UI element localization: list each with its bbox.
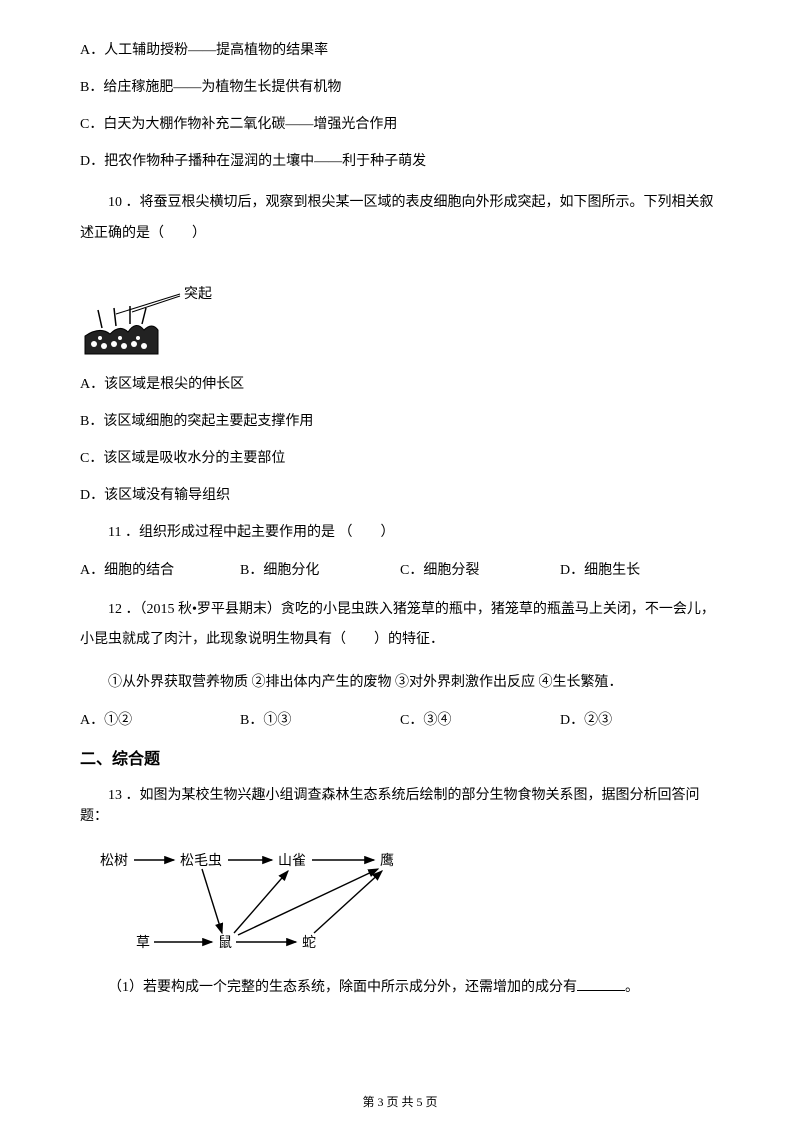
q13-stem: 13 ．如图为某校生物兴趣小组调查森林生态系统后绘制的部分生物食物关系图，据图分… xyxy=(80,785,720,827)
option-a-pre: A．人工辅助授粉——提高植物的结果率 xyxy=(80,40,720,61)
option-c-pre: C．白天为大棚作物补充二氧化碳——增强光合作用 xyxy=(80,114,720,135)
q10-a: A．该区域是根尖的伸长区 xyxy=(80,374,720,395)
q11-b: B．细胞分化 xyxy=(240,559,400,579)
q12-options: A．①② B．①③ C．③④ D．②③ xyxy=(80,709,720,729)
q11-a: A．细胞的结合 xyxy=(80,559,240,579)
page-content: A．人工辅助授粉——提高植物的结果率 B．给庄稼施肥——为植物生长提供有机物 C… xyxy=(0,0,800,998)
node-snake: 蛇 xyxy=(302,935,316,951)
q10-stem: 10 ．将蚕豆根尖横切后，观察到根尖某一区域的表皮细胞向外形成突起，如下图所示。… xyxy=(80,188,720,250)
section-2-title: 二、综合题 xyxy=(80,745,720,769)
node-eagle: 鹰 xyxy=(380,853,394,869)
q10-d: D．该区域没有输导组织 xyxy=(80,485,720,506)
node-caterpillar: 松毛虫 xyxy=(180,853,222,869)
q12-b: B．①③ xyxy=(240,709,400,729)
q12-d: D．②③ xyxy=(560,709,720,729)
q13-blank xyxy=(577,977,625,991)
q10-fig-label: 突起 xyxy=(184,286,212,302)
option-b-pre: B．给庄稼施肥——为植物生长提供有机物 xyxy=(80,77,720,98)
q12-sub: ①从外界获取营养物质 ②排出体内产生的废物 ③对外界刺激作出反应 ④生长繁殖． xyxy=(80,672,720,693)
q13-sub1: （1）若要构成一个完整的生态系统，除面中所示成分外，还需增加的成分有 。 xyxy=(80,977,720,998)
q12-stem: 12 ．（2015 秋•罗平县期末）贪吃的小昆虫跌入猪笼草的瓶中，猪笼草的瓶盖马… xyxy=(80,595,720,657)
node-mouse: 鼠 xyxy=(218,935,232,951)
q11-c: C．细胞分裂 xyxy=(400,559,560,579)
q10-c: C．该区域是吸收水分的主要部位 xyxy=(80,448,720,469)
q13-sub1-pre: （1）若要构成一个完整的生态系统，除面中所示成分外，还需增加的成分有 xyxy=(108,980,577,995)
q10-b: B．该区域细胞的突起主要起支撑作用 xyxy=(80,411,720,432)
q12-a: A．①② xyxy=(80,709,240,729)
q11-d: D．细胞生长 xyxy=(560,559,720,579)
q13-figure: 松树 松毛虫 山雀 鹰 草 鼠 蛇 xyxy=(90,843,430,963)
page-footer: 第 3 页 共 5 页 xyxy=(0,1093,800,1110)
node-sparrow: 山雀 xyxy=(278,853,306,869)
node-pine: 松树 xyxy=(100,853,128,869)
q11-stem: 11 ．组织形成过程中起主要作用的是 （ ） xyxy=(80,522,720,543)
option-d-pre: D．把农作物种子播种在湿润的土壤中——利于种子萌发 xyxy=(80,151,720,172)
q10-figure: 突起 xyxy=(80,266,260,356)
node-grass: 草 xyxy=(136,935,150,951)
q12-c: C．③④ xyxy=(400,709,560,729)
q13-sub1-post: 。 xyxy=(625,980,639,995)
q11-options: A．细胞的结合 B．细胞分化 C．细胞分裂 D．细胞生长 xyxy=(80,559,720,579)
